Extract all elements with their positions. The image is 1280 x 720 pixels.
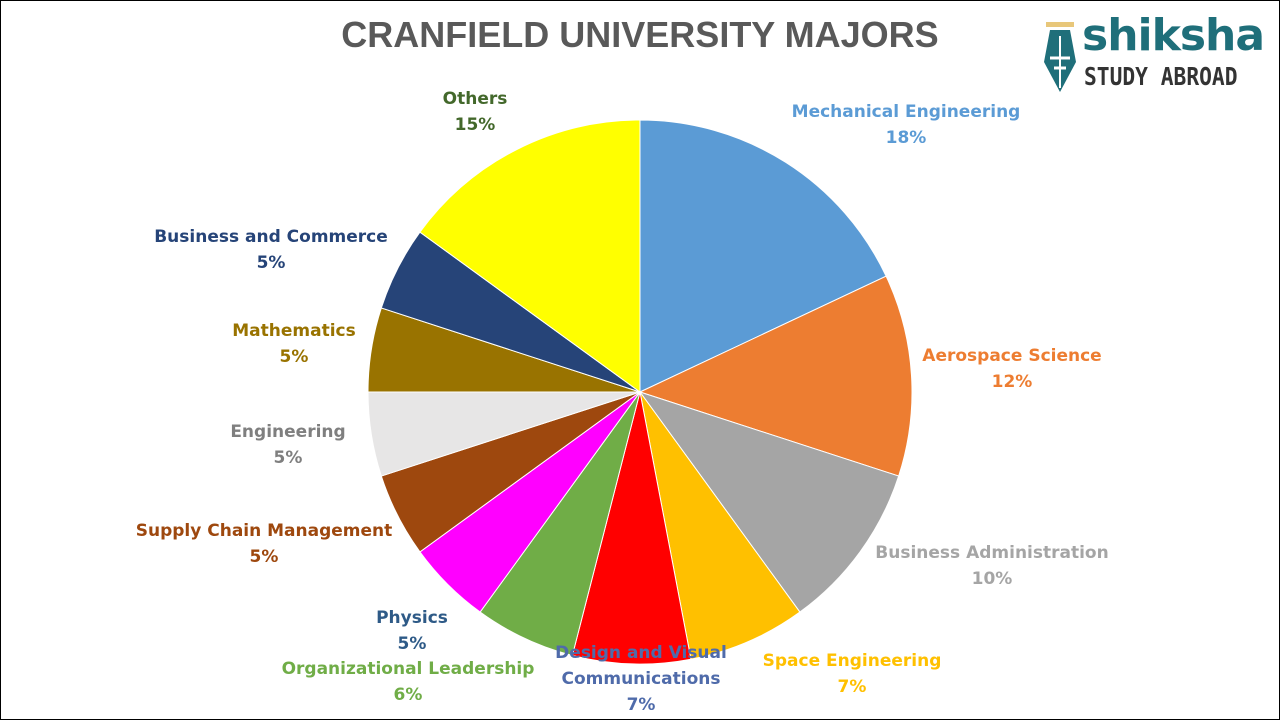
logo-brand: shiksha bbox=[1082, 10, 1265, 61]
slice-label-value: 10% bbox=[971, 569, 1013, 589]
slice-label-value: 18% bbox=[885, 128, 927, 148]
slice-label-name: Business Administration bbox=[875, 543, 1109, 563]
slice-label-name-line: Design and Visual bbox=[555, 643, 727, 663]
slice-label: Organizational Leadership 6% bbox=[282, 656, 535, 708]
slice-label: Space Engineering 7% bbox=[763, 648, 942, 700]
slice-label: Supply Chain Management 5% bbox=[136, 518, 393, 570]
slice-label-value: 5% bbox=[397, 634, 427, 654]
slice-label-name: Design and Visual Communications bbox=[555, 640, 727, 692]
slice-label-value: 6% bbox=[393, 685, 423, 705]
slice-label-name-line: Communications bbox=[561, 669, 721, 689]
slice-label: Aerospace Science 12% bbox=[922, 343, 1101, 395]
slice-label-value: 7% bbox=[626, 695, 656, 715]
slice-label: Business Administration 10% bbox=[875, 540, 1108, 592]
slice-label: Mechanical Engineering 18% bbox=[792, 99, 1021, 151]
slice-label-value: 5% bbox=[273, 448, 303, 468]
slice-label-name: Business and Commerce bbox=[154, 227, 388, 247]
slice-label: Design and Visual Communications 7% bbox=[555, 640, 727, 718]
slice-label: Others 15% bbox=[443, 86, 508, 138]
slice-label-name: Physics bbox=[376, 608, 448, 628]
slice-label-value: 5% bbox=[279, 347, 309, 367]
slice-label-name: Mathematics bbox=[232, 321, 356, 341]
slice-label: Physics 5% bbox=[376, 605, 448, 657]
slice-label: Engineering 5% bbox=[230, 419, 345, 471]
slice-label-name: Others bbox=[442, 89, 508, 109]
shiksha-logo: shiksha STUDY ABROAD bbox=[1040, 10, 1265, 96]
slice-label-name: Engineering bbox=[230, 422, 346, 442]
pie-slice bbox=[571, 391, 692, 665]
pie-slice bbox=[638, 275, 913, 477]
slice-label-value: 5% bbox=[249, 547, 279, 567]
pie-slice bbox=[638, 391, 900, 613]
pie-slice bbox=[639, 391, 801, 660]
pie-slice bbox=[419, 119, 641, 393]
chart-title: CRANFIELD UNIVERSITY MAJORS bbox=[341, 14, 939, 55]
slice-label: Mathematics 5% bbox=[232, 318, 355, 370]
slice-label-value: 5% bbox=[256, 253, 286, 273]
slice-label-name: Space Engineering bbox=[762, 651, 942, 671]
slice-label-name: Organizational Leadership bbox=[281, 659, 535, 679]
slice-label: Business and Commerce 5% bbox=[154, 224, 388, 276]
slice-label-value: 15% bbox=[454, 115, 496, 135]
pie-slice bbox=[639, 119, 887, 393]
slice-label-value: 7% bbox=[837, 677, 867, 697]
slice-label-name: Aerospace Science bbox=[922, 346, 1102, 366]
pen-nib-icon bbox=[1044, 22, 1076, 92]
logo-tagline: STUDY ABROAD bbox=[1084, 62, 1238, 91]
slice-label-name: Supply Chain Management bbox=[135, 521, 393, 541]
slice-label-value: 12% bbox=[991, 372, 1033, 392]
slice-label-name: Mechanical Engineering bbox=[791, 102, 1021, 122]
